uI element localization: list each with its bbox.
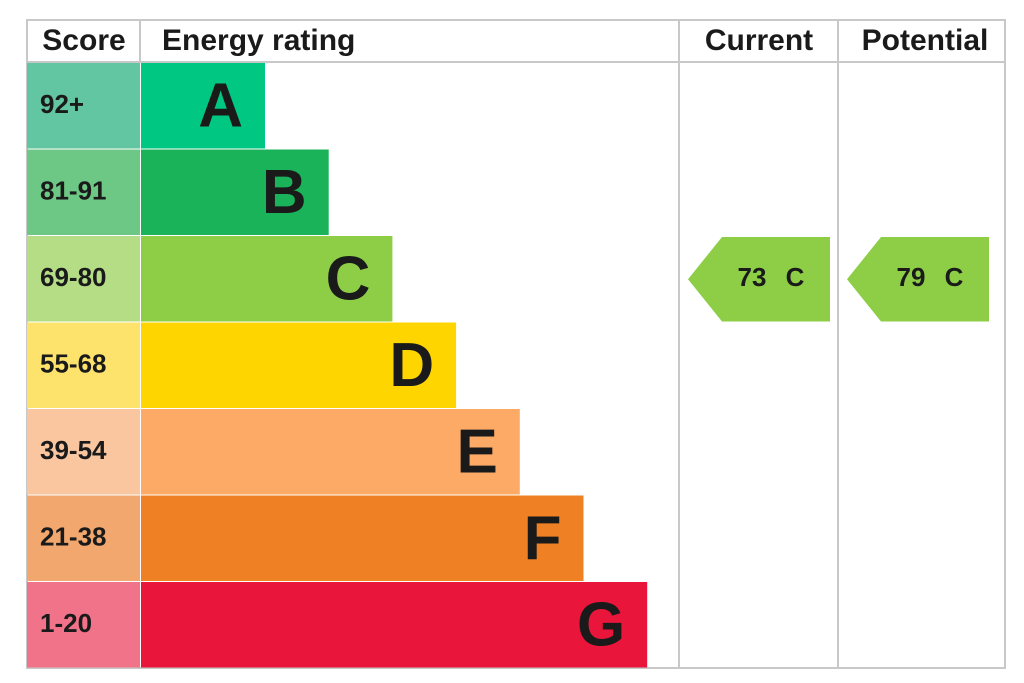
rating-bar <box>141 236 393 322</box>
score-label: 69-80 <box>40 262 107 292</box>
rating-letter: B <box>262 158 307 227</box>
rating-bar <box>141 149 329 235</box>
score-cell <box>27 236 140 322</box>
score-cell <box>27 322 140 408</box>
current-value: 73 <box>738 262 767 292</box>
score-label: 55-68 <box>40 349 107 379</box>
rating-bar <box>141 409 520 495</box>
current-arrow <box>688 237 830 322</box>
rating-letter: C <box>326 245 371 314</box>
rating-letter: A <box>198 72 243 141</box>
header-energy: Energy rating <box>162 24 355 57</box>
score-label: 92+ <box>40 89 84 119</box>
rating-letter: D <box>389 331 434 400</box>
score-cell <box>27 149 140 235</box>
header-current: Current <box>705 24 813 57</box>
potential-arrow <box>847 237 989 322</box>
score-label: 21-38 <box>40 522 107 552</box>
potential-value: 79 <box>897 262 926 292</box>
rating-bar <box>141 582 648 668</box>
rating-letter: G <box>577 591 625 660</box>
current-letter: C <box>786 262 805 292</box>
rating-letter: E <box>456 418 497 487</box>
score-cell <box>27 495 140 581</box>
score-label: 39-54 <box>40 435 107 465</box>
score-cell <box>27 582 140 668</box>
header-score: Score <box>42 24 125 57</box>
rating-letter: F <box>524 504 562 573</box>
score-cell <box>27 63 140 149</box>
rating-bar <box>141 63 265 149</box>
score-label: 81-91 <box>40 176 107 206</box>
potential-letter: C <box>945 262 964 292</box>
rating-bar <box>141 495 584 581</box>
header-potential: Potential <box>862 24 989 57</box>
score-cell <box>27 409 140 495</box>
score-label: 1-20 <box>40 608 92 638</box>
rating-bar <box>141 322 457 408</box>
